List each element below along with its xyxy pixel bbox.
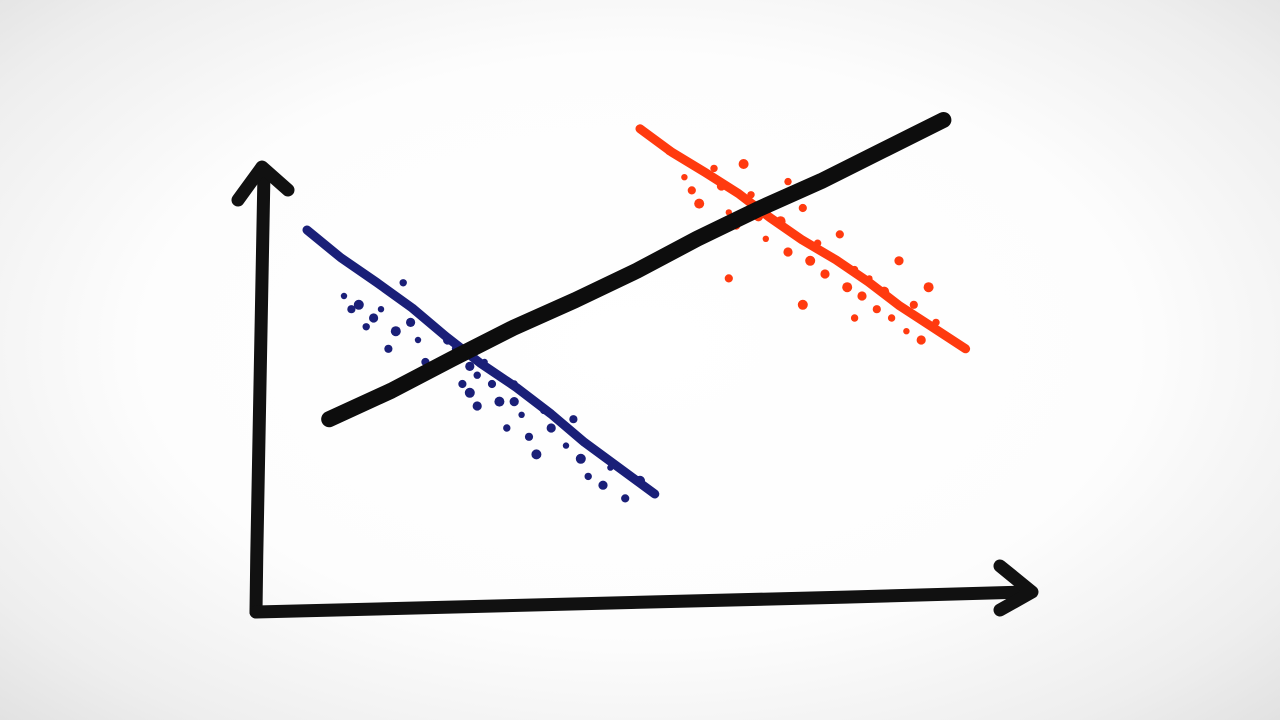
- y-axis-arrowhead: [231, 160, 295, 207]
- data-point: [584, 472, 592, 481]
- data-point: [347, 305, 356, 314]
- series-trend-line-group_orange: [635, 124, 971, 354]
- x-axis: [249, 585, 1035, 619]
- data-point: [369, 313, 379, 323]
- data-point: [473, 371, 481, 379]
- data-point: [509, 397, 519, 407]
- data-point: [465, 361, 475, 371]
- data-point: [399, 279, 407, 287]
- data-point: [687, 186, 696, 195]
- data-point: [835, 230, 844, 239]
- data-point: [340, 292, 348, 300]
- data-layer: [302, 112, 971, 503]
- data-point: [575, 453, 586, 464]
- data-point: [562, 442, 570, 449]
- data-point: [414, 336, 422, 344]
- data-point: [362, 323, 370, 331]
- data-point: [887, 314, 896, 322]
- data-point: [531, 449, 542, 460]
- data-point: [694, 198, 705, 209]
- data-point: [518, 411, 525, 418]
- data-point: [598, 480, 608, 490]
- data-point: [546, 423, 556, 433]
- y-axis: [249, 165, 271, 619]
- data-point: [872, 305, 881, 314]
- data-point: [353, 299, 364, 310]
- data-point: [621, 494, 630, 503]
- data-point: [710, 164, 718, 173]
- data-point: [820, 269, 830, 279]
- series-trend-line-group_blue: [302, 225, 660, 499]
- data-point: [724, 274, 733, 283]
- overall-trend-line: [321, 112, 952, 428]
- data-point: [783, 247, 793, 257]
- data-point: [916, 335, 926, 345]
- data-point: [857, 291, 867, 301]
- data-point: [494, 396, 505, 407]
- data-point: [681, 174, 688, 181]
- data-point: [464, 387, 475, 398]
- data-point: [377, 306, 385, 313]
- data-point: [850, 314, 859, 322]
- data-point: [909, 300, 918, 309]
- data-point: [487, 379, 497, 389]
- data-point: [762, 235, 769, 242]
- data-point: [503, 424, 511, 432]
- data-point: [472, 401, 482, 411]
- data-point: [805, 255, 816, 266]
- x-axis-arrowhead: [993, 559, 1039, 617]
- data-point: [524, 432, 534, 441]
- data-point: [894, 256, 904, 266]
- data-point: [797, 299, 808, 310]
- data-point: [842, 282, 853, 293]
- data-point: [923, 282, 934, 293]
- data-point: [738, 159, 749, 169]
- axes: [231, 160, 1039, 619]
- data-point: [384, 344, 393, 353]
- data-point: [784, 177, 792, 186]
- data-point: [569, 415, 578, 424]
- data-point: [798, 203, 807, 213]
- data-point: [390, 326, 401, 337]
- data-point: [903, 328, 910, 335]
- data-point: [458, 379, 467, 389]
- data-point: [406, 317, 416, 327]
